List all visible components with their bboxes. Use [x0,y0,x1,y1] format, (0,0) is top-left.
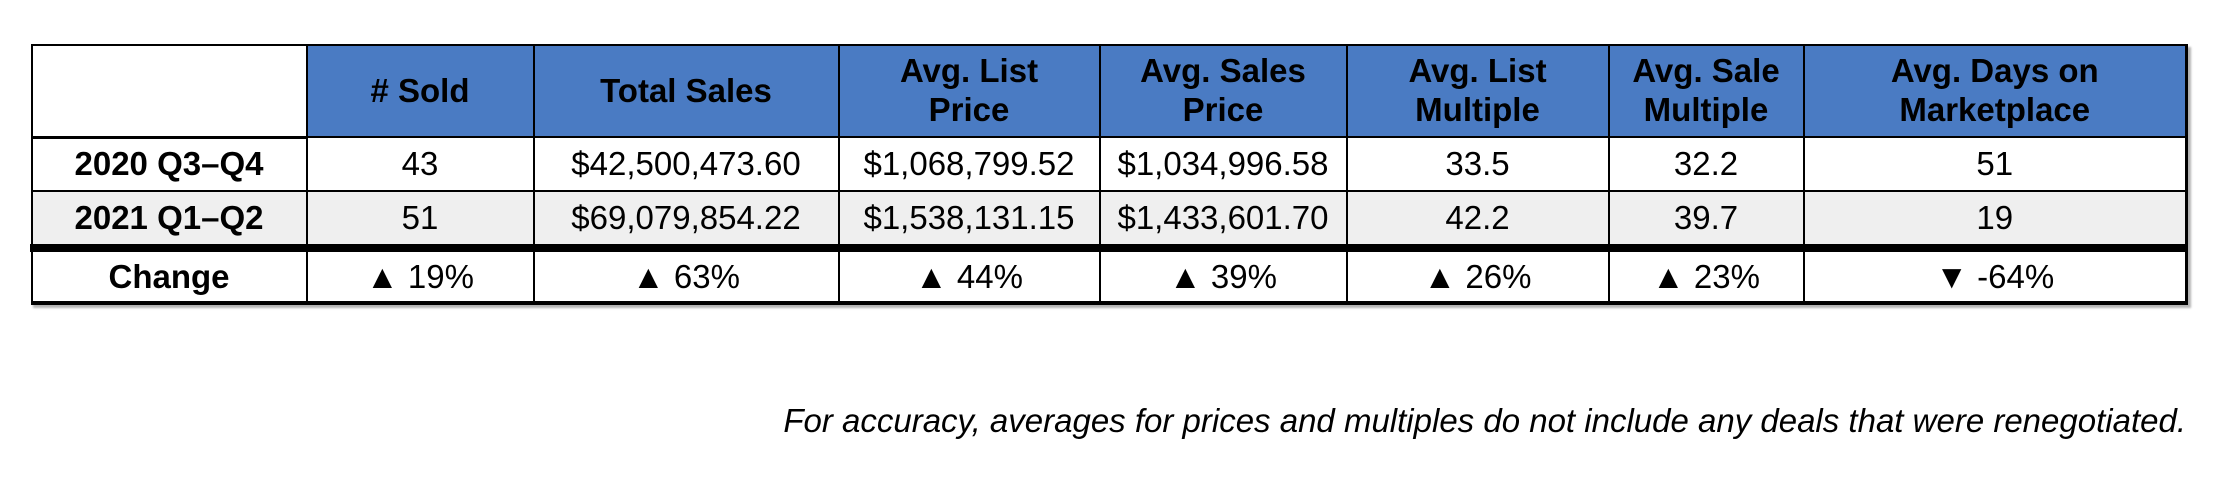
sales-stats-table: # Sold Total Sales Avg. List Price Avg. … [30,44,2188,305]
thick-separator-band [30,245,2188,251]
cell-2020-avg-list-price: $1,068,799.52 [837,136,1101,192]
column-header-avg-list-price: Avg. List Price [837,44,1101,138]
column-header-total-sales: Total Sales [532,44,840,138]
cell-2020-num-sold: 43 [305,136,535,192]
column-header-avg-list-multiple: Avg. List Multiple [1345,44,1610,138]
row-2020-q3-q4: 2020 Q3–Q4 43 $42,500,473.60 $1,068,799.… [30,135,2188,192]
cell-2021-avg-sale-multiple: 39.7 [1607,190,1805,246]
cell-2020-avg-list-multiple: 33.5 [1345,136,1610,192]
change-avg-list-multiple: ▲ 26% [1345,250,1610,305]
cell-2020-avg-sales-price: $1,034,996.58 [1098,136,1348,192]
column-header-num-sold: # Sold [305,44,535,138]
cell-2021-total-sales: $69,079,854.22 [532,190,840,246]
row-label-2021-q1-q2: 2021 Q1–Q2 [30,190,308,246]
footnote-text: For accuracy, averages for prices and mu… [783,402,2186,439]
cell-2020-avg-days: 51 [1802,136,2188,192]
header-row: # Sold Total Sales Avg. List Price Avg. … [30,44,2188,138]
row-label-change: Change [30,250,308,305]
corner-blank-cell [30,44,308,138]
cell-2021-num-sold: 51 [305,190,535,246]
cell-2021-avg-list-price: $1,538,131.15 [837,190,1101,246]
change-num-sold: ▲ 19% [305,250,535,305]
row-2021-q1-q2: 2021 Q1–Q2 51 $69,079,854.22 $1,538,131.… [30,190,2188,246]
cell-2021-avg-days: 19 [1802,190,2188,246]
cell-2020-total-sales: $42,500,473.60 [532,136,840,192]
row-change: Change ▲ 19% ▲ 63% ▲ 44% ▲ 39% ▲ 26% ▲ 2… [30,250,2188,305]
change-avg-sales-price: ▲ 39% [1098,250,1348,305]
change-avg-sale-multiple: ▲ 23% [1607,250,1805,305]
cell-2021-avg-list-multiple: 42.2 [1345,190,1610,246]
column-header-avg-sale-multiple: Avg. Sale Multiple [1607,44,1805,138]
column-header-avg-days-on-marketplace: Avg. Days on Marketplace [1802,44,2188,138]
separator-band-fill [30,245,2188,251]
change-total-sales: ▲ 63% [532,250,840,305]
change-avg-days: ▼ -64% [1802,250,2188,305]
cell-2020-avg-sale-multiple: 32.2 [1607,136,1805,192]
cell-2021-avg-sales-price: $1,433,601.70 [1098,190,1348,246]
change-avg-list-price: ▲ 44% [837,250,1101,305]
column-header-avg-sales-price: Avg. Sales Price [1098,44,1348,138]
row-label-2020-q3-q4: 2020 Q3–Q4 [30,135,308,192]
